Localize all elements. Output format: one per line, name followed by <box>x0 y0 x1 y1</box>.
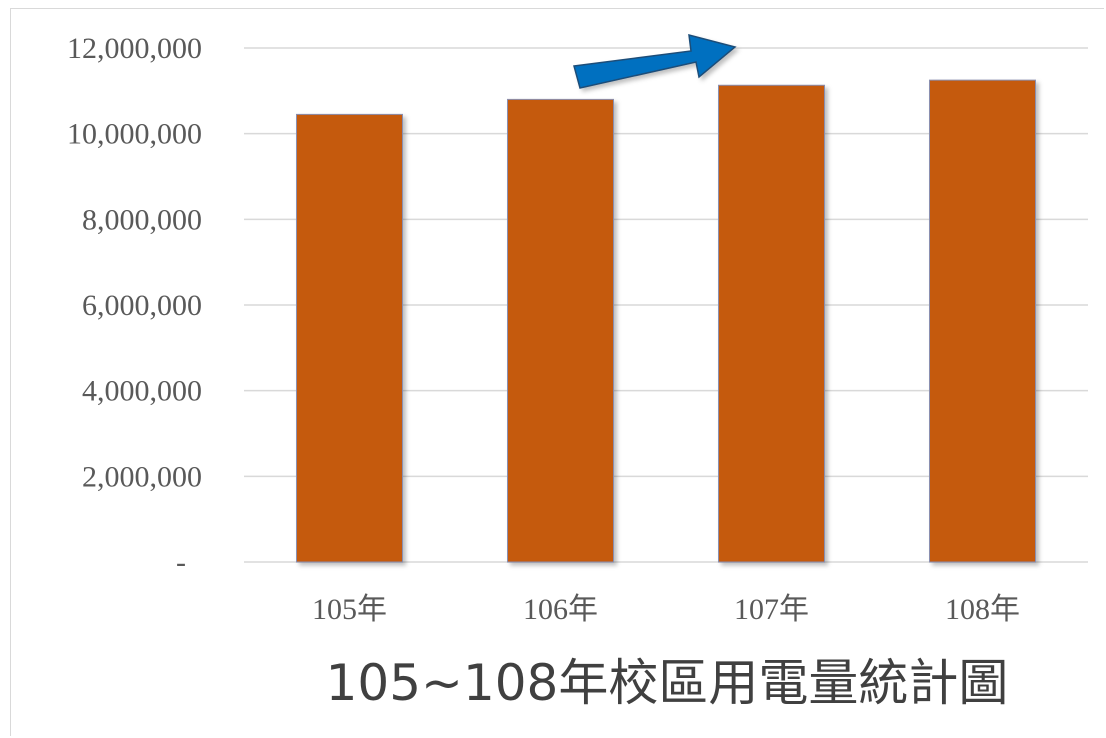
bar-1 <box>296 113 403 563</box>
bar-4 <box>929 79 1036 563</box>
y-tick-label: - <box>176 546 186 579</box>
x-tick-label: 107年 <box>734 593 809 626</box>
x-tick-label: 105年 <box>312 593 387 626</box>
y-tick-label: 2,000,000 <box>82 460 202 493</box>
y-tick-label: 8,000,000 <box>82 203 202 236</box>
chart-title: 105~108年校區用電量統計圖 <box>326 654 1009 712</box>
chart-frame <box>10 8 1104 736</box>
bar-3 <box>718 84 825 563</box>
y-tick-label: 12,000,000 <box>67 32 202 65</box>
x-tick-label: 108年 <box>945 593 1020 626</box>
y-axis-ticks: - 2,000,000 4,000,000 6,000,000 8,000,000 10,… <box>67 32 202 579</box>
x-axis-ticks: 105年 106年 107年 108年 <box>312 593 1020 626</box>
y-tick-label: 10,000,000 <box>67 118 202 151</box>
bar-2 <box>507 98 614 563</box>
trend-arrow-icon <box>573 33 737 89</box>
y-tick-label: 4,000,000 <box>82 375 202 408</box>
y-tick-label: 6,000,000 <box>82 289 202 322</box>
x-tick-label: 106年 <box>523 593 598 626</box>
bars <box>296 79 1036 563</box>
